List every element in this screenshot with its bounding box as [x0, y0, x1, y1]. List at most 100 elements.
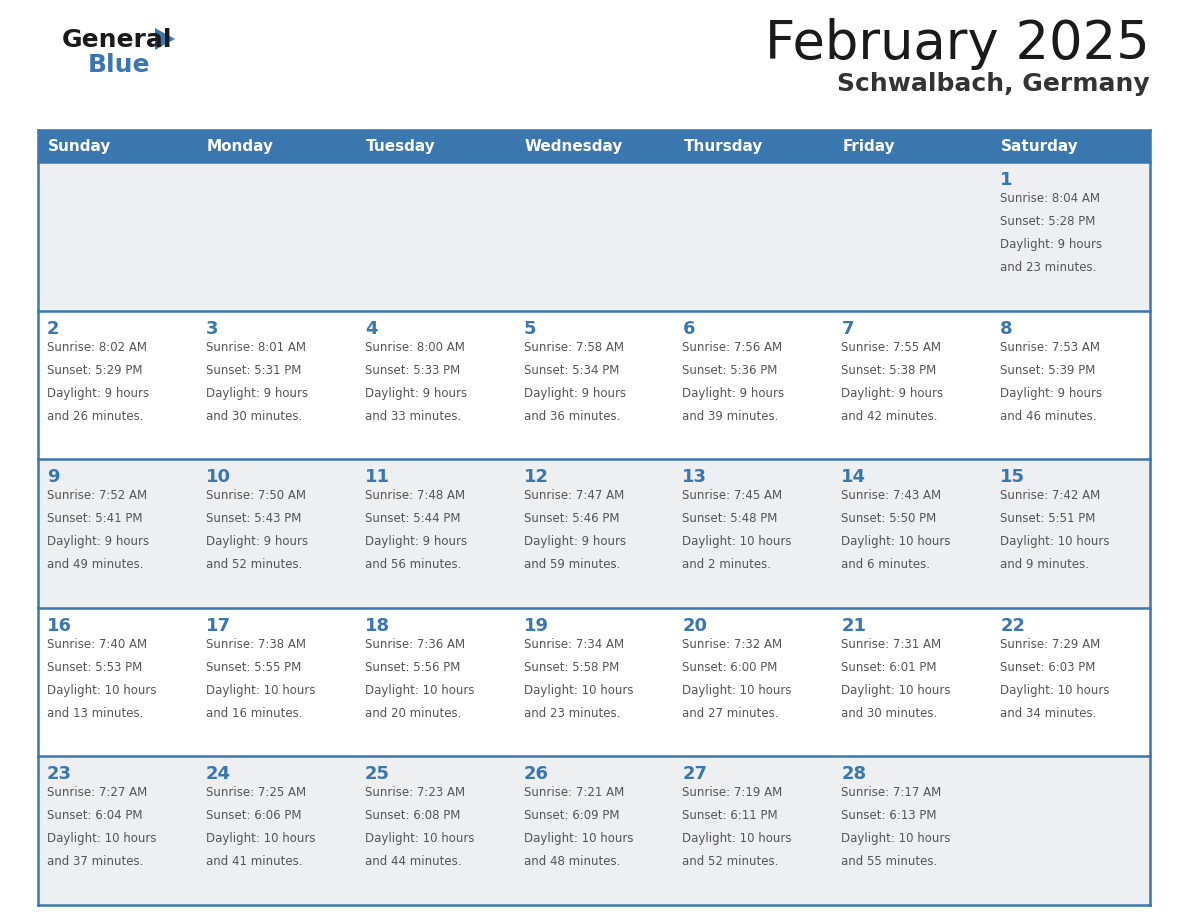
Text: and 52 minutes.: and 52 minutes. — [682, 856, 779, 868]
Text: Daylight: 10 hours: Daylight: 10 hours — [841, 684, 950, 697]
Text: and 59 minutes.: and 59 minutes. — [524, 558, 620, 571]
Text: Sunset: 5:36 PM: Sunset: 5:36 PM — [682, 364, 778, 376]
Text: 18: 18 — [365, 617, 390, 635]
Bar — [38, 756, 1150, 905]
Text: 9: 9 — [48, 468, 59, 487]
Text: and 30 minutes.: and 30 minutes. — [841, 707, 937, 720]
Text: Sunset: 5:48 PM: Sunset: 5:48 PM — [682, 512, 778, 525]
Text: Sunset: 6:00 PM: Sunset: 6:00 PM — [682, 661, 778, 674]
Text: Sunrise: 7:36 AM: Sunrise: 7:36 AM — [365, 638, 465, 651]
Text: and 39 minutes.: and 39 minutes. — [682, 409, 779, 422]
Bar — [38, 162, 1150, 310]
Text: Sunrise: 7:52 AM: Sunrise: 7:52 AM — [48, 489, 147, 502]
Text: Sunset: 6:13 PM: Sunset: 6:13 PM — [841, 810, 937, 823]
Bar — [38, 310, 1150, 459]
Bar — [38, 608, 1150, 756]
Text: Sunset: 6:09 PM: Sunset: 6:09 PM — [524, 810, 619, 823]
Text: Thursday: Thursday — [683, 139, 763, 153]
Bar — [38, 459, 1150, 608]
Text: 6: 6 — [682, 319, 695, 338]
Text: Blue: Blue — [88, 53, 151, 77]
Text: February 2025: February 2025 — [765, 18, 1150, 70]
Text: Sunset: 5:33 PM: Sunset: 5:33 PM — [365, 364, 460, 376]
Text: Sunrise: 7:56 AM: Sunrise: 7:56 AM — [682, 341, 783, 353]
Text: Daylight: 10 hours: Daylight: 10 hours — [365, 684, 474, 697]
Text: Sunset: 5:58 PM: Sunset: 5:58 PM — [524, 661, 619, 674]
Text: Sunrise: 7:42 AM: Sunrise: 7:42 AM — [1000, 489, 1100, 502]
Text: Sunrise: 7:25 AM: Sunrise: 7:25 AM — [206, 787, 307, 800]
Text: Daylight: 10 hours: Daylight: 10 hours — [206, 833, 315, 845]
Text: Sunrise: 8:00 AM: Sunrise: 8:00 AM — [365, 341, 465, 353]
Text: and 26 minutes.: and 26 minutes. — [48, 409, 144, 422]
Text: Sunset: 5:50 PM: Sunset: 5:50 PM — [841, 512, 936, 525]
Text: Daylight: 9 hours: Daylight: 9 hours — [841, 386, 943, 399]
Text: Daylight: 10 hours: Daylight: 10 hours — [524, 833, 633, 845]
Text: 28: 28 — [841, 766, 866, 783]
Text: Sunset: 5:55 PM: Sunset: 5:55 PM — [206, 661, 301, 674]
Text: Sunrise: 7:45 AM: Sunrise: 7:45 AM — [682, 489, 783, 502]
Text: Sunrise: 7:32 AM: Sunrise: 7:32 AM — [682, 638, 783, 651]
Text: and 36 minutes.: and 36 minutes. — [524, 409, 620, 422]
Text: Saturday: Saturday — [1001, 139, 1079, 153]
Text: Daylight: 10 hours: Daylight: 10 hours — [365, 833, 474, 845]
Text: and 23 minutes.: and 23 minutes. — [1000, 261, 1097, 274]
Text: 22: 22 — [1000, 617, 1025, 635]
Text: 20: 20 — [682, 617, 707, 635]
Text: Sunset: 6:03 PM: Sunset: 6:03 PM — [1000, 661, 1095, 674]
Text: Wednesday: Wednesday — [525, 139, 623, 153]
Text: and 41 minutes.: and 41 minutes. — [206, 856, 303, 868]
Text: Friday: Friday — [842, 139, 895, 153]
Text: Sunrise: 7:23 AM: Sunrise: 7:23 AM — [365, 787, 465, 800]
Text: Daylight: 9 hours: Daylight: 9 hours — [682, 386, 784, 399]
Text: and 48 minutes.: and 48 minutes. — [524, 856, 620, 868]
Text: Sunset: 5:53 PM: Sunset: 5:53 PM — [48, 661, 143, 674]
Text: Sunset: 5:46 PM: Sunset: 5:46 PM — [524, 512, 619, 525]
Text: 4: 4 — [365, 319, 378, 338]
Text: 8: 8 — [1000, 319, 1012, 338]
Text: Daylight: 10 hours: Daylight: 10 hours — [1000, 535, 1110, 548]
Text: and 42 minutes.: and 42 minutes. — [841, 409, 937, 422]
Text: Sunset: 6:04 PM: Sunset: 6:04 PM — [48, 810, 143, 823]
Text: 16: 16 — [48, 617, 72, 635]
Text: and 30 minutes.: and 30 minutes. — [206, 409, 302, 422]
Text: Daylight: 9 hours: Daylight: 9 hours — [524, 535, 626, 548]
Text: Sunset: 5:41 PM: Sunset: 5:41 PM — [48, 512, 143, 525]
Bar — [38, 130, 1150, 162]
Text: Daylight: 9 hours: Daylight: 9 hours — [365, 386, 467, 399]
Text: Daylight: 9 hours: Daylight: 9 hours — [1000, 238, 1102, 251]
Text: 25: 25 — [365, 766, 390, 783]
Text: Sunset: 5:31 PM: Sunset: 5:31 PM — [206, 364, 302, 376]
Text: Sunday: Sunday — [48, 139, 112, 153]
Text: Sunset: 6:06 PM: Sunset: 6:06 PM — [206, 810, 302, 823]
Text: Sunset: 5:34 PM: Sunset: 5:34 PM — [524, 364, 619, 376]
Text: Daylight: 9 hours: Daylight: 9 hours — [1000, 386, 1102, 399]
Text: Sunrise: 8:04 AM: Sunrise: 8:04 AM — [1000, 192, 1100, 205]
Text: 19: 19 — [524, 617, 549, 635]
Text: 12: 12 — [524, 468, 549, 487]
Text: 23: 23 — [48, 766, 72, 783]
Text: and 56 minutes.: and 56 minutes. — [365, 558, 461, 571]
Text: General: General — [62, 28, 172, 52]
Text: and 33 minutes.: and 33 minutes. — [365, 409, 461, 422]
Text: 21: 21 — [841, 617, 866, 635]
Text: Sunset: 5:28 PM: Sunset: 5:28 PM — [1000, 215, 1095, 228]
Text: Daylight: 10 hours: Daylight: 10 hours — [682, 684, 792, 697]
Text: 24: 24 — [206, 766, 230, 783]
Text: Daylight: 10 hours: Daylight: 10 hours — [682, 535, 792, 548]
Text: Daylight: 10 hours: Daylight: 10 hours — [206, 684, 315, 697]
Text: 7: 7 — [841, 319, 854, 338]
Text: and 52 minutes.: and 52 minutes. — [206, 558, 302, 571]
Text: Sunrise: 7:58 AM: Sunrise: 7:58 AM — [524, 341, 624, 353]
Text: Sunrise: 7:48 AM: Sunrise: 7:48 AM — [365, 489, 465, 502]
Text: Sunset: 5:43 PM: Sunset: 5:43 PM — [206, 512, 302, 525]
Text: Sunrise: 7:17 AM: Sunrise: 7:17 AM — [841, 787, 942, 800]
Text: 27: 27 — [682, 766, 707, 783]
Text: Sunrise: 7:40 AM: Sunrise: 7:40 AM — [48, 638, 147, 651]
Text: Daylight: 9 hours: Daylight: 9 hours — [365, 535, 467, 548]
Text: Schwalbach, Germany: Schwalbach, Germany — [838, 72, 1150, 96]
Text: 2: 2 — [48, 319, 59, 338]
Text: and 46 minutes.: and 46 minutes. — [1000, 409, 1097, 422]
Text: 15: 15 — [1000, 468, 1025, 487]
Text: and 2 minutes.: and 2 minutes. — [682, 558, 771, 571]
Text: and 16 minutes.: and 16 minutes. — [206, 707, 303, 720]
